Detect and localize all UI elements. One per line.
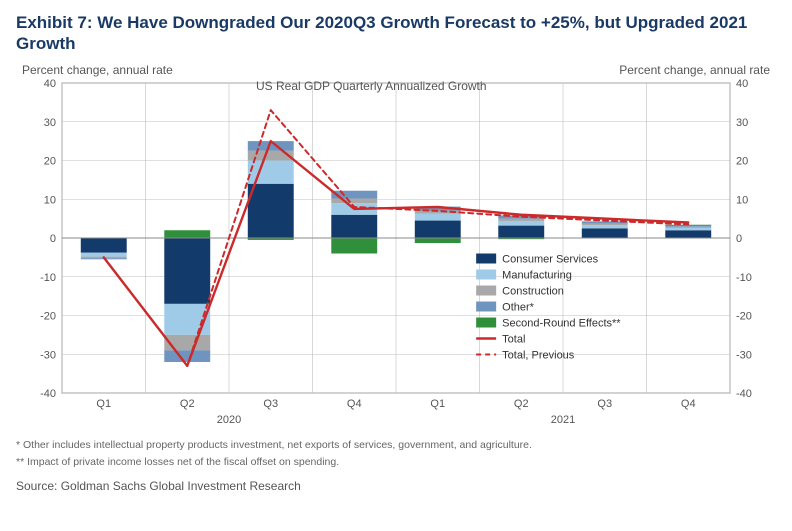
svg-text:Q3: Q3 <box>597 398 612 410</box>
svg-text:-10: -10 <box>736 271 752 283</box>
svg-text:Manufacturing: Manufacturing <box>502 269 572 281</box>
svg-text:-20: -20 <box>736 310 752 322</box>
svg-text:20: 20 <box>44 155 56 167</box>
svg-text:0: 0 <box>736 233 742 245</box>
chart-svg: -40-40-30-30-20-20-10-100010102020303040… <box>16 65 776 435</box>
svg-text:Q2: Q2 <box>514 398 529 410</box>
svg-text:Consumer Services: Consumer Services <box>502 253 598 265</box>
svg-text:-40: -40 <box>40 388 56 400</box>
svg-text:Q3: Q3 <box>263 398 278 410</box>
svg-text:-10: -10 <box>40 271 56 283</box>
svg-text:2020: 2020 <box>217 414 241 426</box>
svg-text:2021: 2021 <box>551 414 575 426</box>
svg-text:20: 20 <box>736 155 748 167</box>
y-axis-label-right: Percent change, annual rate <box>619 63 770 77</box>
svg-text:Q2: Q2 <box>180 398 195 410</box>
svg-text:-30: -30 <box>736 349 752 361</box>
footnote-1: * Other includes intellectual property p… <box>16 439 776 452</box>
svg-text:40: 40 <box>44 78 56 90</box>
source-line: Source: Goldman Sachs Global Investment … <box>16 479 776 493</box>
y-axis-label-left: Percent change, annual rate <box>22 63 173 77</box>
svg-text:-40: -40 <box>736 388 752 400</box>
svg-text:40: 40 <box>736 78 748 90</box>
chart-area: Percent change, annual rate Percent chan… <box>16 65 776 435</box>
svg-text:Second-Round Effects**: Second-Round Effects** <box>502 317 621 329</box>
chart-subtitle: US Real GDP Quarterly Annualized Growth <box>256 79 487 93</box>
svg-text:Q1: Q1 <box>96 398 111 410</box>
exhibit-title: Exhibit 7: We Have Downgraded Our 2020Q3… <box>16 12 776 55</box>
svg-text:Construction: Construction <box>502 285 564 297</box>
svg-text:Total, Previous: Total, Previous <box>502 349 575 361</box>
svg-text:Other*: Other* <box>502 301 535 313</box>
svg-text:0: 0 <box>50 233 56 245</box>
svg-text:30: 30 <box>44 116 56 128</box>
svg-text:10: 10 <box>44 194 56 206</box>
svg-text:-30: -30 <box>40 349 56 361</box>
svg-text:Q4: Q4 <box>681 398 696 410</box>
svg-text:-20: -20 <box>40 310 56 322</box>
svg-text:Q4: Q4 <box>347 398 362 410</box>
svg-text:Total: Total <box>502 333 525 345</box>
footnote-2: ** Impact of private income losses net o… <box>16 456 776 469</box>
svg-text:30: 30 <box>736 116 748 128</box>
svg-text:10: 10 <box>736 194 748 206</box>
svg-text:Q1: Q1 <box>430 398 445 410</box>
